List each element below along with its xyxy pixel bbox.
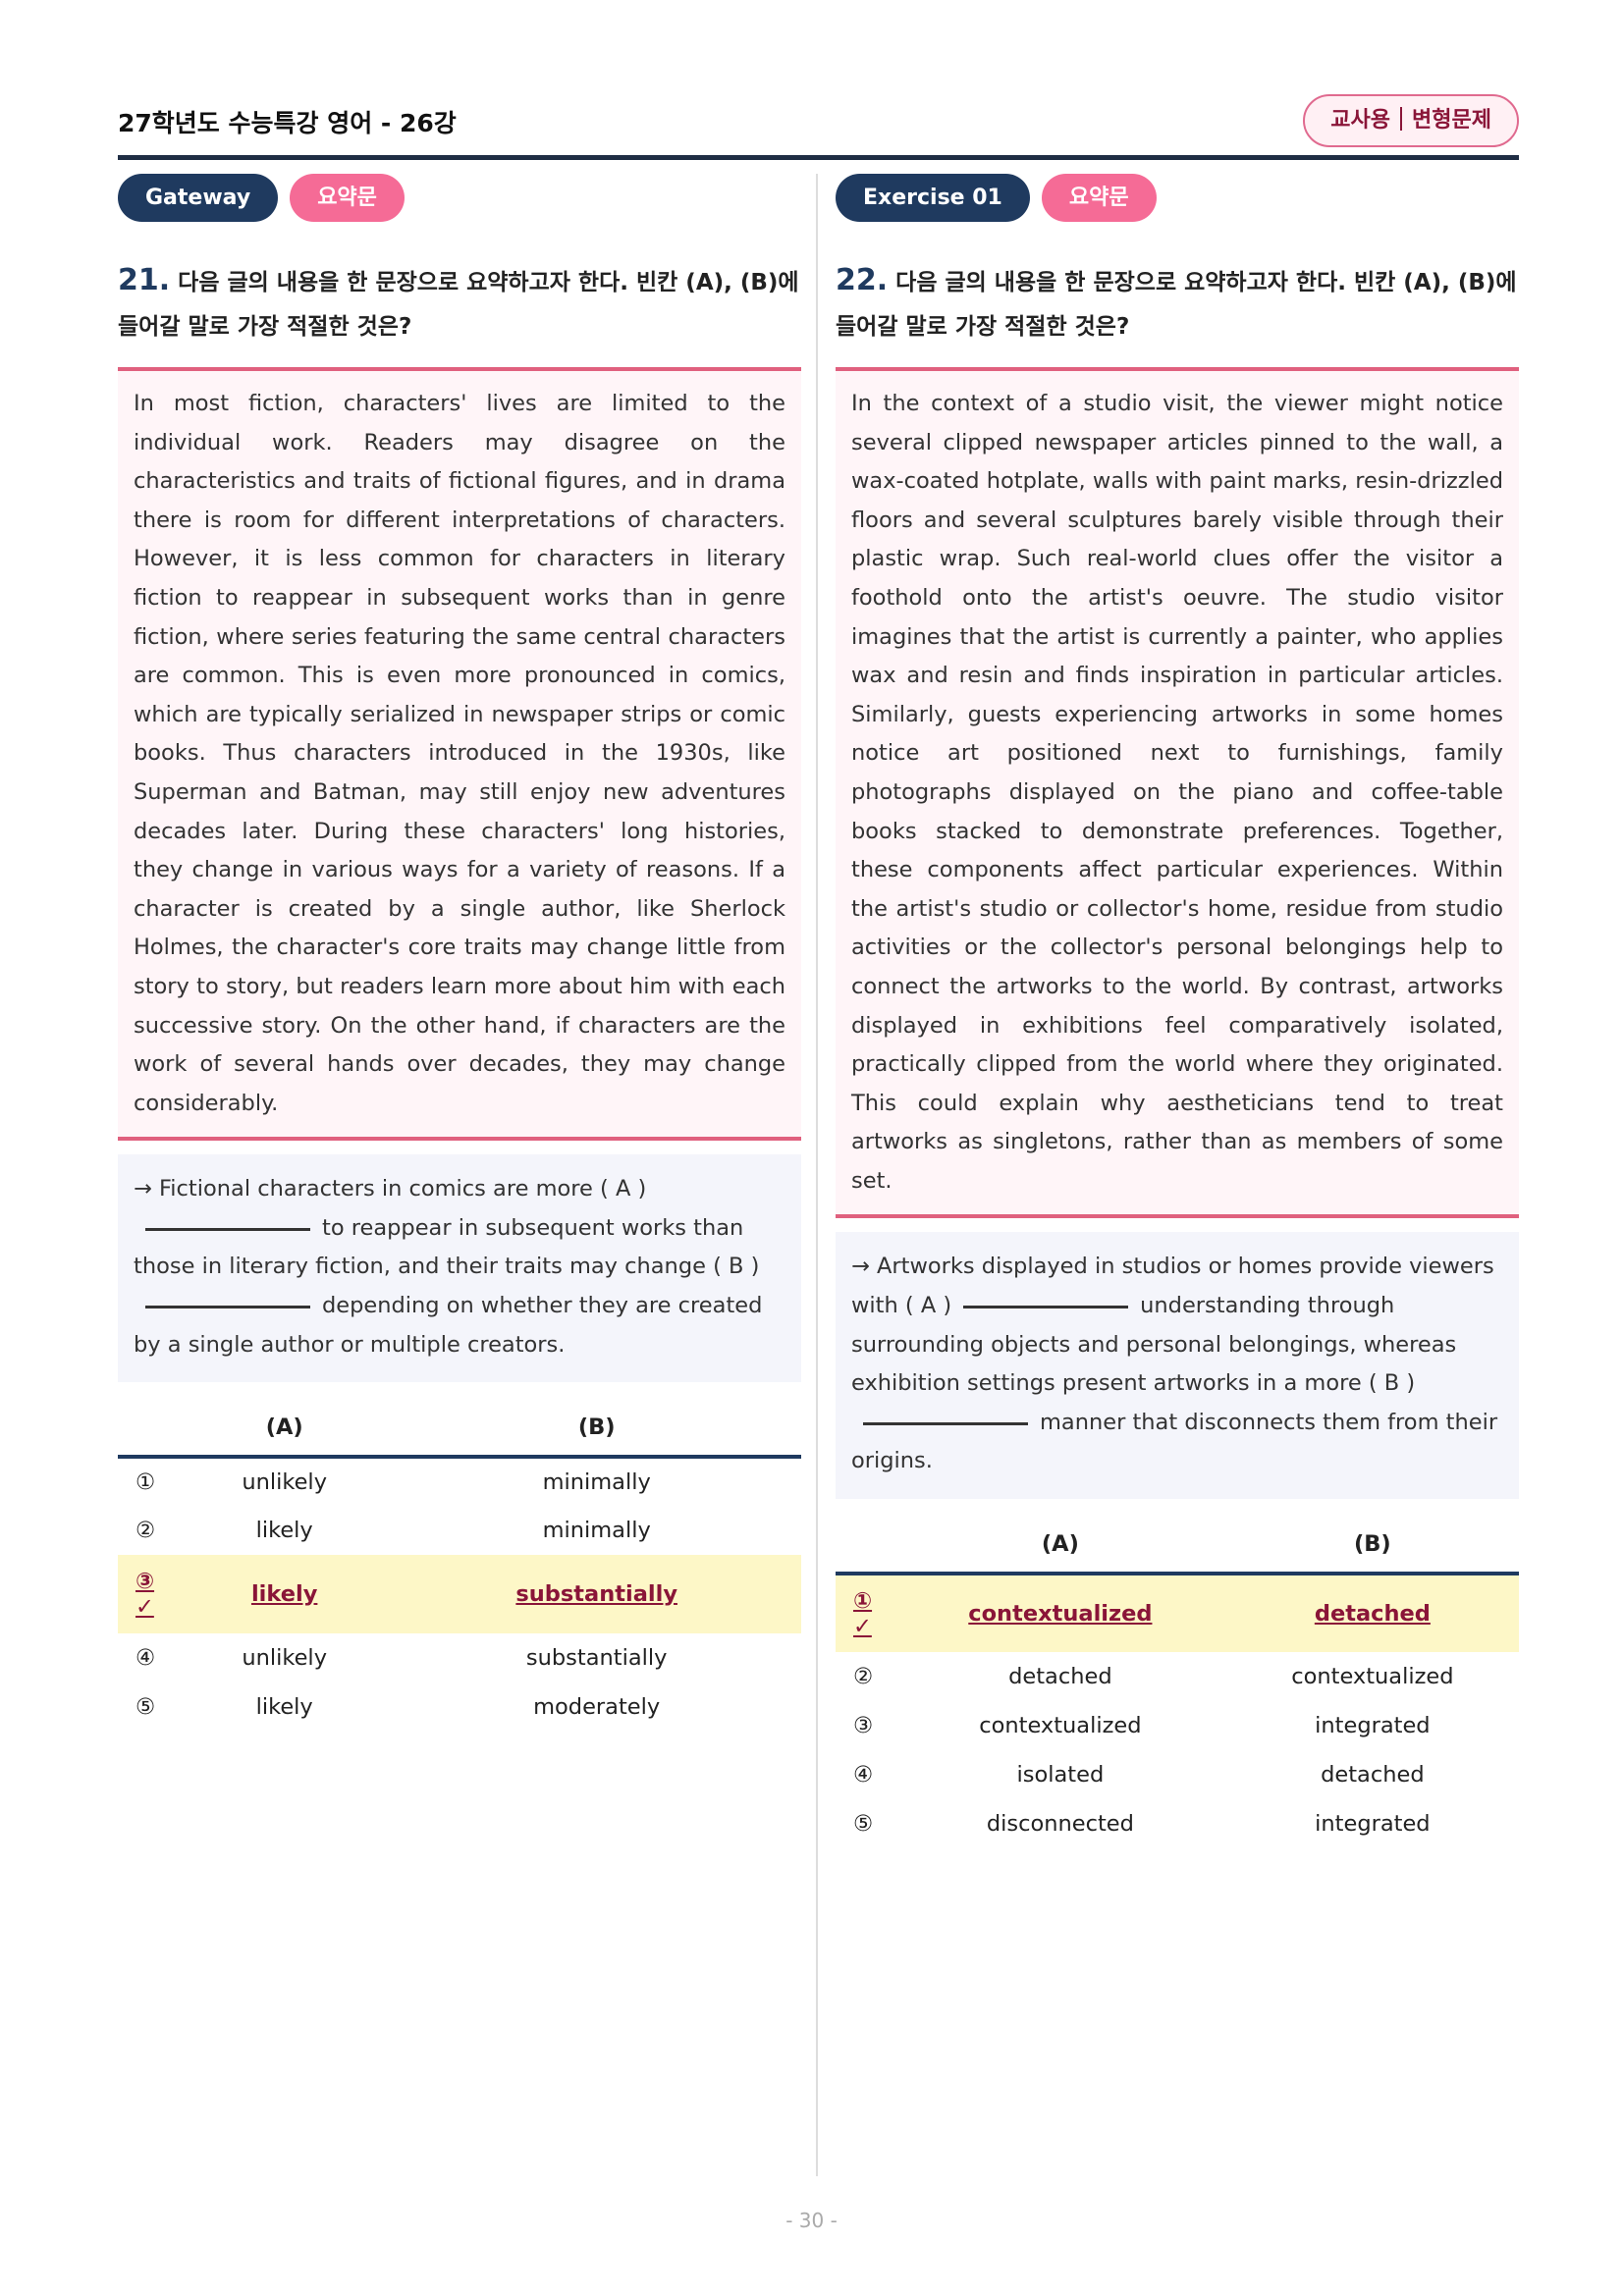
summary-part: depending on whether they are created by… [134,1293,763,1358]
option-number: ③ [853,1713,874,1739]
summary-part: → Fictional characters in comics are mor… [134,1176,647,1202]
header-blank [118,1400,177,1460]
question-text: 다음 글의 내용을 한 문장으로 요약하고자 한다. 빈칸 (A), (B)에 … [118,270,799,340]
option-a: detached [1008,1664,1112,1690]
badges: Gateway 요약문 [118,174,801,222]
tag-teacher: 교사용 [1330,108,1391,133]
option-b: minimally [542,1518,651,1544]
option-a: unlikely [242,1469,328,1496]
option-row[interactable]: ① unlikely minimally [118,1457,801,1506]
type-badge: 요약문 [1041,174,1157,222]
summary-box: → Artworks displayed in studios or homes… [836,1232,1519,1500]
option-b: detached [1225,1574,1519,1653]
passage: In the context of a studio visit, the vi… [836,367,1519,1219]
passage: In most fiction, characters' lives are l… [118,367,801,1142]
page-number: - 30 - [785,2209,838,2232]
blank-b [145,1306,310,1309]
blank-a [145,1227,310,1231]
option-b: detached [1321,1762,1425,1789]
option-b: contextualized [1291,1664,1454,1690]
option-row[interactable]: ④ unlikely substantially [118,1633,801,1682]
header-blank [836,1517,894,1576]
option-b: integrated [1315,1713,1431,1739]
option-row[interactable]: ② detached contextualized [836,1652,1519,1701]
options-table: (A) (B) ① unlikely minimally ② likely min… [118,1400,801,1732]
header-rule [118,155,1519,160]
header-a: (A) [894,1517,1226,1576]
options-table: (A) (B) ① ✓ contextualized detached ② det… [836,1517,1519,1848]
option-b: moderately [533,1694,661,1721]
option-b: substantially [392,1555,801,1634]
section-badge: Gateway [118,174,279,222]
tag-variant: 변형문제 [1412,108,1491,133]
type-badge: 요약문 [290,174,405,222]
question: 22. 다음 글의 내용을 한 문장으로 요약하고자 한다. 빈칸 (A), (B… [836,258,1519,349]
badges: Exercise 01 요약문 [836,174,1519,222]
left-column: Gateway 요약문 21. 다음 글의 내용을 한 문장으로 요약하고자 한다… [118,174,801,1732]
option-b: minimally [542,1469,651,1496]
option-number: ① [135,1469,156,1496]
summary-part: to reappear in subsequent works than tho… [134,1214,760,1280]
question-number: 21. [118,263,171,297]
summary-part: → Artworks displayed in studios or homes… [851,1254,1494,1319]
summary-part: understanding through surrounding object… [851,1293,1457,1397]
option-b: integrated [1315,1811,1431,1838]
header-a: (A) [177,1400,393,1460]
teacher-variant-tag: 교사용 변형문제 [1303,94,1519,147]
question-text: 다음 글의 내용을 한 문장으로 요약하고자 한다. 빈칸 (A), (B)에 … [836,270,1517,340]
header-b: (B) [392,1400,801,1460]
right-column: Exercise 01 요약문 22. 다음 글의 내용을 한 문장으로 요약하고… [836,174,1519,1848]
option-row[interactable]: ④ isolated detached [836,1750,1519,1799]
tag-separator [1400,107,1403,131]
option-number: ④ [135,1645,156,1672]
option-row[interactable]: ① ✓ contextualized detached [836,1574,1519,1653]
option-a: contextualized [894,1574,1226,1653]
option-number: ④ [853,1762,874,1789]
question-number: 22. [836,263,889,297]
option-a: likely [255,1694,313,1721]
option-row[interactable]: ③ contextualized integrated [836,1701,1519,1750]
summary-part: manner that disconnects them from their … [851,1409,1498,1474]
blank-b [863,1421,1028,1425]
blank-a [963,1306,1129,1309]
option-a: likely [255,1518,313,1544]
option-row[interactable]: ⑤ disconnected integrated [836,1799,1519,1848]
summary-box: → Fictional characters in comics are mor… [118,1154,801,1383]
option-row[interactable]: ⑤ likely moderately [118,1682,801,1732]
option-number: ② [853,1664,874,1690]
option-number: ① ✓ [836,1574,894,1653]
option-a: contextualized [979,1713,1142,1739]
option-number: ⑤ [853,1811,874,1838]
option-a: likely [177,1555,393,1634]
question: 21. 다음 글의 내용을 한 문장으로 요약하고자 한다. 빈칸 (A), (B… [118,258,801,349]
option-row[interactable]: ③ ✓ likely substantially [118,1555,801,1634]
option-row[interactable]: ② likely minimally [118,1506,801,1555]
option-a: isolated [1016,1762,1105,1789]
page-title: 27학년도 수능특강 영어 - 26강 [118,109,457,137]
option-number: ② [135,1518,156,1544]
header-b: (B) [1225,1517,1519,1576]
option-number: ③ ✓ [118,1555,177,1634]
column-divider [816,174,818,2176]
option-a: disconnected [986,1811,1134,1838]
option-number: ⑤ [135,1694,156,1721]
section-badge: Exercise 01 [836,174,1030,222]
option-a: unlikely [242,1645,328,1672]
option-b: substantially [525,1645,668,1672]
